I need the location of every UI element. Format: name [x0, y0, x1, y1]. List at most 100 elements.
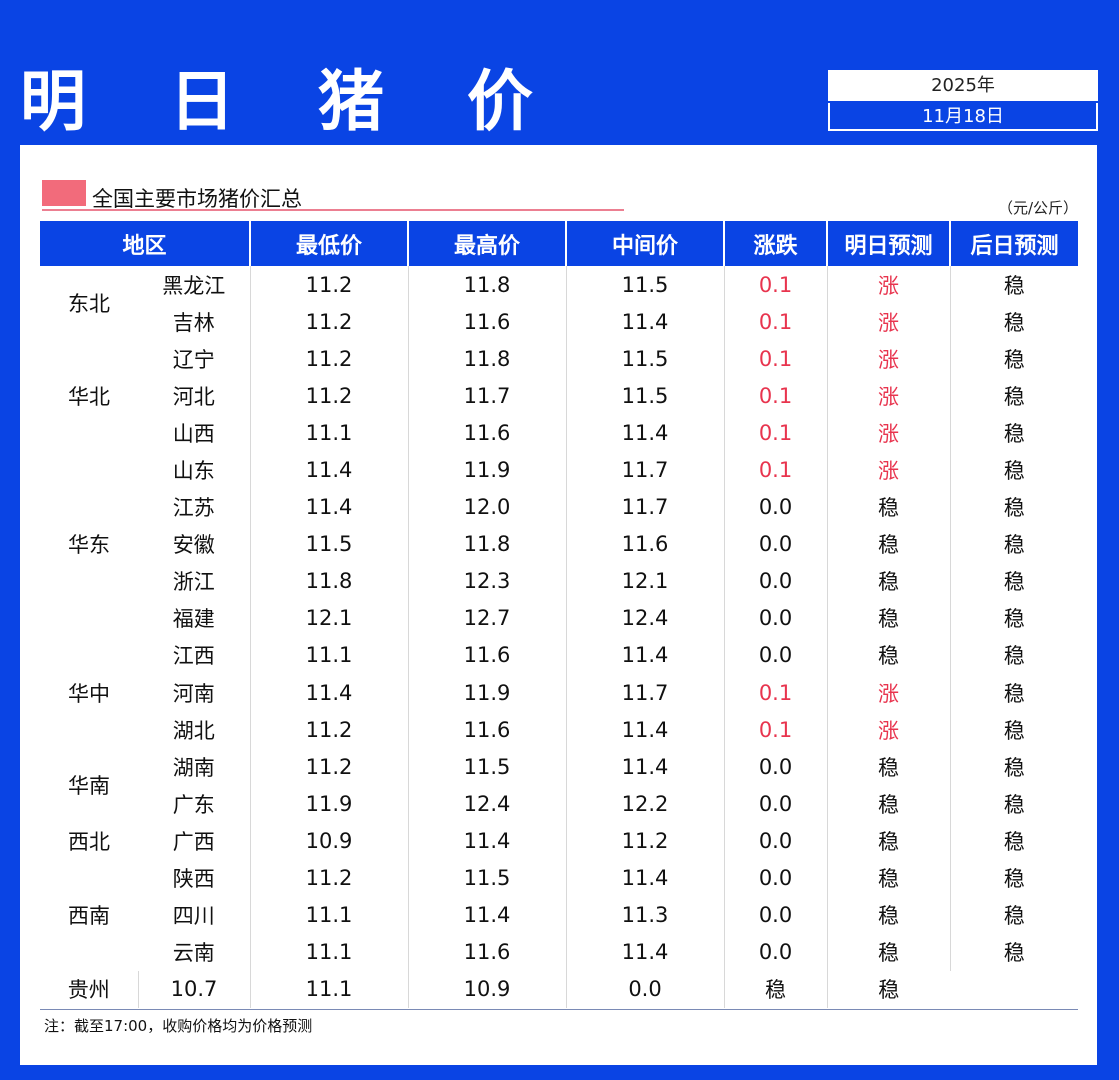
table-row: 西南 陕西 11.2 11.5 11.4 0.0 稳稳 [40, 859, 1079, 928]
after-forecast-cell: 稳 [949, 859, 1079, 897]
mid-price-cell: 11.6 [565, 525, 725, 563]
tomorrow-forecast-cell: 稳 [723, 970, 828, 1008]
section-title: 全国主要市场猪价汇总 [92, 187, 302, 211]
tomorrow-forecast-cell: 涨 [826, 711, 951, 749]
province-cell: 黑龙江 [162, 273, 226, 298]
change-cell: 0.1 [723, 303, 828, 341]
change-cell: 0.1 [723, 414, 828, 452]
high-price-cell: 11.1 [249, 970, 409, 1008]
tomorrow-forecast-cell: 稳 [826, 822, 951, 860]
mid-price-cell: 11.5 [565, 377, 725, 415]
low-price-cell: 11.4 [249, 674, 409, 712]
after-forecast-cell: 稳 [949, 822, 1079, 860]
tomorrow-forecast-cell: 涨 [826, 340, 951, 378]
change-cell: 0.0 [723, 785, 828, 823]
table-row: 华东 山东 11.4 11.9 11.7 0.1 涨稳 [40, 451, 1079, 557]
page-title: 明 日 猪 价 [20, 63, 563, 140]
tomorrow-forecast-cell: 稳 [826, 525, 951, 563]
province-cell: 河南 [172, 681, 215, 706]
mid-price-cell: 11.7 [565, 488, 725, 526]
mid-price-cell: 11.7 [565, 674, 725, 712]
region-cell: 华南 [68, 774, 110, 799]
province-cell: 江西 [172, 644, 215, 669]
after-forecast-cell: 稳 [949, 785, 1079, 823]
date-year: 2025年 [828, 70, 1098, 101]
change-cell: 0.1 [723, 340, 828, 378]
mid-price-cell: 11.4 [565, 303, 725, 341]
table-row: 河北 11.2 11.7 11.5 0.1 涨稳 [40, 377, 1079, 415]
mid-price-cell: 11.4 [565, 414, 725, 452]
after-forecast-cell: 稳 [949, 451, 1079, 489]
high-price-cell: 11.8 [407, 525, 567, 563]
mid-price-cell: 11.4 [565, 711, 725, 749]
high-price-cell: 11.6 [407, 303, 567, 341]
table-row: 四川 11.1 11.4 11.3 0.0 稳稳 [40, 896, 1079, 934]
low-price-cell: 12.1 [249, 599, 409, 637]
mid-price-cell: 12.4 [565, 599, 725, 637]
region-cell: 华东 [68, 533, 110, 558]
high-price-cell: 11.9 [407, 451, 567, 489]
change-cell: 0.0 [723, 599, 828, 637]
column-header-high: 最高价 [407, 221, 567, 266]
mid-price-cell: 11.2 [565, 822, 725, 860]
tomorrow-forecast-cell: 稳 [826, 599, 951, 637]
table-row: 东北 黑龙江 11.2 11.8 11.5 0.1 涨稳 [40, 266, 1079, 316]
tomorrow-forecast-cell: 涨 [826, 414, 951, 452]
mid-price-cell: 11.7 [565, 451, 725, 489]
high-price-cell: 12.0 [407, 488, 567, 526]
high-price-cell: 11.6 [407, 636, 567, 675]
high-price-cell: 11.6 [407, 711, 567, 749]
table-body: 东北 黑龙江 11.2 11.8 11.5 0.1 涨稳吉林 11.2 11.6 11.4 0.1 涨… [40, 266, 1079, 1008]
tomorrow-forecast-cell: 涨 [826, 266, 951, 304]
tomorrow-forecast-cell: 稳 [826, 785, 951, 823]
province-cell: 湖南 [172, 755, 215, 780]
table-header-row: 地区 最低价 最高价 中间价 涨跌 明日预测 后日预测 [40, 221, 1079, 266]
after-forecast-cell: 稳 [949, 674, 1079, 712]
province-cell: 云南 [172, 941, 215, 966]
date-day: 11月18日 [828, 103, 1098, 131]
low-price-cell: 10.9 [249, 822, 409, 860]
low-price-cell: 11.2 [249, 711, 409, 749]
tomorrow-forecast-cell: 稳 [826, 748, 951, 786]
low-price-cell: 11.2 [249, 859, 409, 897]
mid-price-cell: 12.1 [565, 562, 725, 600]
change-cell: 0.1 [723, 266, 828, 304]
after-forecast-cell: 稳 [949, 488, 1079, 526]
high-price-cell: 11.7 [407, 377, 567, 415]
mid-price-cell: 11.5 [565, 340, 725, 378]
low-price-cell: 11.2 [249, 303, 409, 341]
after-forecast-cell: 稳 [949, 303, 1079, 341]
column-header-tomorrow: 明日预测 [826, 221, 951, 266]
mid-price-cell: 11.4 [565, 933, 725, 971]
column-header-change: 涨跌 [723, 221, 828, 266]
table-row: 华中 江西 11.1 11.6 11.4 0.0 稳稳 [40, 636, 1079, 706]
table-row: 华南 湖南 11.2 11.5 11.4 0.0 稳稳 [40, 748, 1079, 798]
region-cell: 华中 [68, 681, 110, 706]
change-cell: 0.0 [723, 748, 828, 786]
after-forecast-cell: 稳 [949, 377, 1079, 415]
province-cell: 辽宁 [172, 347, 215, 372]
region-cell: 西北 [68, 829, 110, 854]
high-price-cell: 12.7 [407, 599, 567, 637]
mid-price-cell: 10.9 [407, 970, 567, 1008]
after-forecast-cell: 稳 [826, 970, 951, 1008]
content-panel: 全国主要市场猪价汇总 （元/公斤） 地区 最低价 最高价 中间价 涨跌 明日预测… [20, 145, 1097, 1065]
mid-price-cell: 11.3 [565, 896, 725, 934]
province-cell: 江苏 [172, 496, 215, 521]
high-price-cell: 11.8 [407, 266, 567, 304]
low-price-cell: 11.9 [249, 785, 409, 823]
province-cell: 安徽 [172, 533, 215, 558]
change-cell: 0.0 [723, 933, 828, 971]
change-cell: 0.1 [723, 377, 828, 415]
change-cell: 0.1 [723, 674, 828, 712]
tomorrow-forecast-cell: 涨 [826, 377, 951, 415]
column-header-low: 最低价 [249, 221, 409, 266]
after-forecast-cell: 稳 [949, 748, 1079, 786]
province-cell: 广东 [172, 792, 215, 817]
low-price-cell: 11.2 [249, 748, 409, 786]
after-forecast-cell: 稳 [949, 340, 1079, 378]
low-price-cell: 11.5 [249, 525, 409, 563]
mid-price-cell: 12.2 [565, 785, 725, 823]
change-cell: 0.0 [723, 562, 828, 600]
region-cell: 西南 [68, 904, 110, 929]
